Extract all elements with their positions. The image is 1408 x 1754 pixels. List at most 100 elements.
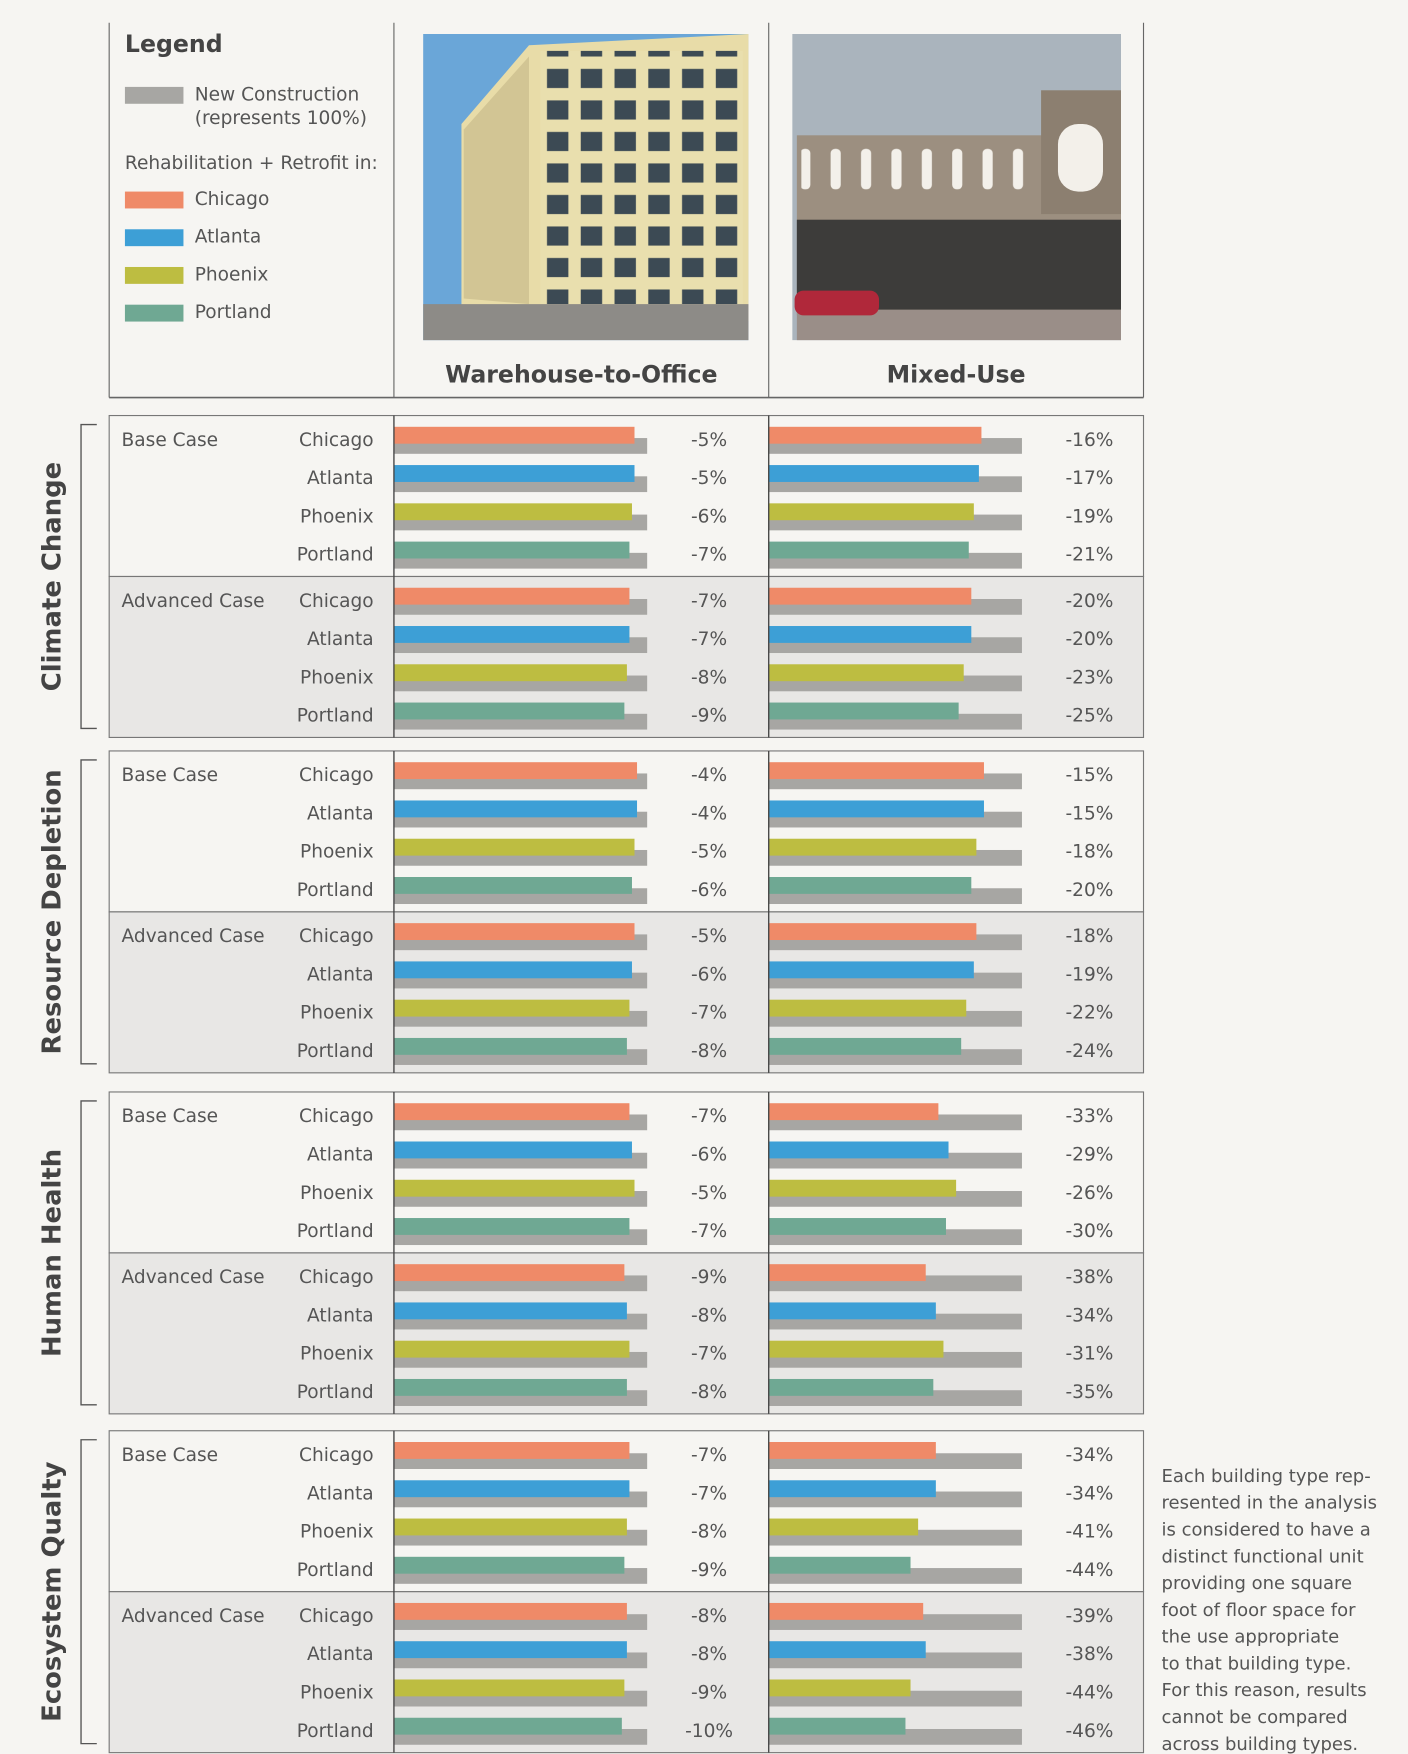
city-label: Atlanta (307, 629, 374, 650)
bar (768, 1141, 949, 1159)
value-label: -18% (1065, 842, 1113, 863)
bar (768, 1264, 926, 1282)
value-label: -7% (691, 1106, 727, 1127)
city-label: Chicago (299, 1267, 374, 1288)
city-label: Phoenix (300, 1522, 374, 1543)
city-label: Portland (297, 1721, 374, 1742)
note-line: cannot be compared (1162, 1707, 1348, 1728)
value-label: -8% (691, 1041, 727, 1062)
bar (393, 800, 638, 818)
value-label: -5% (691, 1183, 727, 1204)
bar (768, 465, 979, 482)
header: Legend (108, 22, 1145, 399)
bar (768, 800, 984, 818)
value-label: -44% (1065, 1560, 1113, 1581)
value-label: -9% (691, 1560, 727, 1581)
bar (393, 426, 635, 444)
bar (393, 1602, 627, 1620)
bar (393, 626, 630, 643)
legend-label: New Construction (195, 84, 360, 105)
city-label: Chicago (299, 430, 374, 451)
bar (768, 1037, 962, 1055)
case-label: Base Case (122, 765, 219, 786)
bar (768, 626, 972, 643)
note-line: foot of floor space for (1162, 1600, 1357, 1621)
bar (393, 1264, 625, 1282)
bar (393, 999, 630, 1017)
legend-swatch (124, 266, 184, 284)
legend-heading: Rehabilitation + Retrofit in: (125, 153, 378, 174)
city-label: Atlanta (307, 803, 374, 824)
bar (768, 1302, 936, 1320)
case-label: Base Case (122, 1445, 219, 1466)
value-label: -7% (691, 591, 727, 612)
bar (768, 877, 972, 894)
legend-swatch (124, 229, 184, 247)
value-label: -6% (691, 964, 727, 985)
city-label: Atlanta (307, 468, 374, 489)
city-label: Atlanta (307, 1644, 374, 1665)
city-label: Atlanta (307, 1483, 374, 1504)
value-label: -6% (691, 1144, 727, 1165)
building-side (463, 56, 529, 305)
bar (768, 1480, 936, 1498)
value-label: -6% (691, 880, 727, 901)
value-label: -34% (1065, 1445, 1113, 1466)
legend-label: Portland (195, 302, 272, 323)
bar (393, 664, 627, 682)
value-label: -41% (1065, 1522, 1113, 1543)
bar (393, 465, 635, 482)
bar (768, 541, 969, 559)
value-label: -7% (691, 545, 727, 566)
windows (801, 146, 1038, 215)
legend-swatch (124, 191, 184, 209)
city-label: Phoenix (300, 667, 374, 688)
value-label: -5% (691, 468, 727, 489)
city-label: Chicago (299, 926, 374, 947)
city-label: Phoenix (300, 1682, 374, 1703)
bar (768, 838, 977, 856)
case-label: Advanced Case (122, 926, 265, 947)
value-label: -17% (1065, 468, 1113, 489)
case-label: Advanced Case (122, 591, 265, 612)
city-label: Atlanta (307, 1305, 374, 1326)
bar (768, 503, 974, 521)
value-label: -15% (1065, 765, 1113, 786)
bar (768, 587, 972, 605)
value-label: -7% (691, 1003, 727, 1024)
bar (393, 877, 632, 894)
bracket (80, 1100, 97, 1406)
window (1057, 124, 1103, 192)
legend-label: (represents 100%) (195, 108, 367, 129)
city-label: Atlanta (307, 1144, 374, 1165)
panel-title: Ecosystem Qualty (37, 1461, 67, 1721)
value-label: -33% (1065, 1106, 1113, 1127)
bar (393, 1679, 625, 1697)
city-label: Phoenix (300, 842, 374, 863)
legend-swatch (124, 86, 184, 104)
value-label: -5% (691, 842, 727, 863)
value-label: -9% (691, 706, 727, 727)
photo-warehouse (423, 34, 749, 341)
bar (393, 762, 638, 780)
value-label: -7% (691, 629, 727, 650)
value-label: -20% (1065, 629, 1113, 650)
value-label: -44% (1065, 1682, 1113, 1703)
value-label: -31% (1065, 1344, 1113, 1365)
bar (393, 587, 630, 605)
bar (768, 999, 967, 1017)
legend-label: Phoenix (195, 264, 269, 285)
city-label: Portland (297, 1382, 374, 1403)
city-label: Phoenix (300, 1183, 374, 1204)
city-label: Portland (297, 880, 374, 901)
bar (768, 702, 959, 720)
value-label: -21% (1065, 545, 1113, 566)
panel-title: Human Health (37, 1149, 67, 1357)
note-line: For this reason, results (1162, 1680, 1367, 1701)
legend-label: Chicago (195, 189, 270, 210)
value-label: -8% (691, 1644, 727, 1665)
bar (768, 426, 982, 444)
car (794, 290, 880, 316)
bar (768, 1518, 919, 1536)
bar (393, 838, 635, 856)
